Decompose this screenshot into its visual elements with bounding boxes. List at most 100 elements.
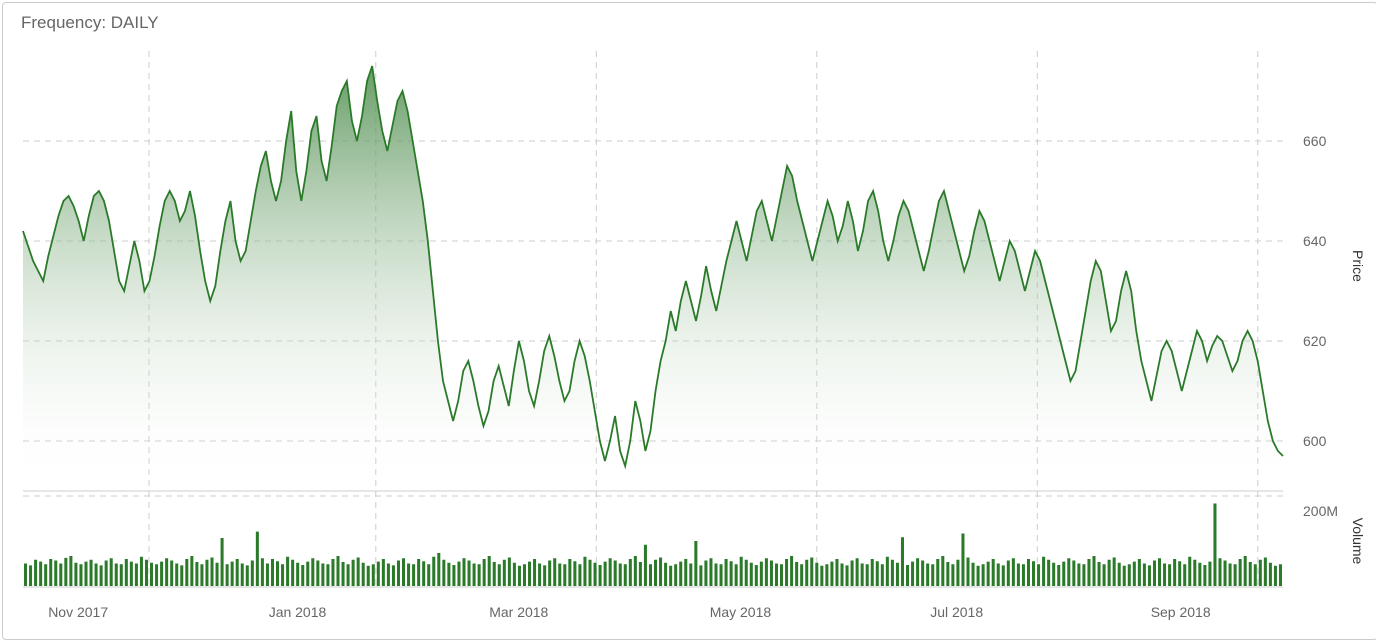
volume-bar bbox=[372, 564, 375, 586]
volume-bar bbox=[906, 565, 909, 586]
volume-bar bbox=[961, 534, 964, 587]
volume-bar bbox=[966, 558, 969, 587]
volume-bar bbox=[674, 564, 677, 586]
volume-bar bbox=[1123, 566, 1126, 586]
volume-bar bbox=[594, 563, 597, 586]
volume-bar bbox=[588, 560, 591, 586]
volume-bar bbox=[236, 559, 239, 586]
volume-bar bbox=[730, 561, 733, 586]
volume-bar bbox=[1218, 558, 1221, 586]
volume-bar bbox=[770, 561, 773, 587]
volume-bar bbox=[790, 556, 793, 586]
volume-bar bbox=[407, 564, 410, 587]
volume-bar bbox=[326, 564, 329, 586]
volume-bar bbox=[1077, 564, 1080, 587]
volume-bar bbox=[160, 562, 163, 586]
volume-bar bbox=[558, 564, 561, 587]
volume-bar bbox=[195, 562, 198, 586]
volume-bar bbox=[775, 564, 778, 587]
volume-bar bbox=[120, 564, 123, 586]
volume-bar bbox=[840, 564, 843, 587]
volume-bar bbox=[95, 564, 98, 587]
volume-bar bbox=[654, 560, 657, 586]
volume-bar bbox=[780, 564, 783, 586]
volume-bar bbox=[644, 545, 647, 586]
volume-bar bbox=[795, 562, 798, 586]
volume-bar bbox=[367, 566, 370, 586]
volume-bar bbox=[725, 559, 728, 586]
volume-bar bbox=[634, 556, 637, 586]
volume-bar bbox=[468, 561, 471, 587]
volume-bar bbox=[1057, 565, 1060, 586]
volume-bar bbox=[1138, 559, 1141, 586]
volume-bar bbox=[1279, 564, 1282, 586]
stock-chart-container: Frequency: DAILY 600620640660Price200MVo… bbox=[2, 2, 1376, 640]
volume-bar bbox=[336, 556, 339, 586]
volume-bar bbox=[251, 561, 254, 587]
volume-bar bbox=[714, 564, 717, 587]
plot-area[interactable]: 600620640660Price200MVolumeNov 2017Jan 2… bbox=[3, 41, 1376, 639]
volume-bar bbox=[1158, 558, 1161, 586]
volume-bar bbox=[624, 564, 627, 586]
volume-bar bbox=[286, 557, 289, 586]
volume-bar bbox=[568, 559, 571, 586]
volume-bar bbox=[599, 565, 602, 586]
volume-bar bbox=[100, 565, 103, 586]
volume-bar bbox=[755, 565, 758, 586]
volume-bar bbox=[972, 563, 975, 586]
volume-bar bbox=[997, 564, 1000, 587]
volume-bar bbox=[1224, 561, 1227, 587]
volume-bar bbox=[830, 562, 833, 586]
volume-bar bbox=[538, 564, 541, 587]
volume-bar bbox=[261, 558, 264, 586]
volume-bar bbox=[941, 556, 944, 586]
volume-bar bbox=[175, 564, 178, 587]
volume-bar bbox=[1203, 565, 1206, 586]
volume-bar bbox=[29, 565, 32, 586]
volume-bar bbox=[619, 564, 622, 587]
volume-bar bbox=[760, 562, 763, 586]
volume-bar bbox=[745, 560, 748, 586]
volume-bar bbox=[185, 559, 188, 586]
volume-bar bbox=[1249, 562, 1252, 586]
volume-bar bbox=[1002, 565, 1005, 586]
volume-bar bbox=[231, 562, 234, 586]
volume-bar bbox=[462, 558, 465, 586]
volume-bar bbox=[1072, 561, 1075, 587]
volume-bar bbox=[377, 562, 380, 586]
volume-bar bbox=[543, 565, 546, 586]
volume-bar bbox=[699, 565, 702, 586]
volume-bar bbox=[866, 564, 869, 586]
volume-bar bbox=[1163, 564, 1166, 587]
volume-bar bbox=[39, 562, 42, 586]
volume-bar bbox=[49, 559, 52, 586]
volume-bar bbox=[190, 556, 193, 586]
chart-svg[interactable]: 600620640660Price200MVolumeNov 2017Jan 2… bbox=[3, 41, 1376, 641]
volume-bar bbox=[306, 562, 309, 586]
volume-bar bbox=[246, 565, 249, 586]
volume-bar bbox=[291, 560, 294, 586]
volume-bar bbox=[528, 562, 531, 586]
volume-bar bbox=[155, 564, 158, 586]
volume-bar bbox=[720, 564, 723, 586]
volume-bar bbox=[664, 563, 667, 586]
volume-bar bbox=[110, 558, 113, 586]
volume-bar bbox=[1062, 562, 1065, 586]
volume-bar bbox=[1229, 564, 1232, 587]
volume-bar bbox=[1087, 559, 1090, 586]
volume-bar bbox=[1269, 563, 1272, 586]
x-axis-label: Nov 2017 bbox=[48, 604, 108, 620]
volume-bar bbox=[548, 561, 551, 587]
volume-bar bbox=[1188, 557, 1191, 586]
x-axis-label: May 2018 bbox=[710, 604, 772, 620]
volume-bar bbox=[342, 562, 345, 586]
volume-bar bbox=[1092, 556, 1095, 586]
volume-bar bbox=[508, 558, 511, 587]
volume-bar bbox=[891, 560, 894, 586]
volume-bar bbox=[992, 559, 995, 586]
volume-bar bbox=[241, 564, 244, 587]
volume-bar bbox=[1098, 562, 1101, 586]
volume-bar bbox=[321, 564, 324, 587]
volume-bar bbox=[200, 564, 203, 586]
volume-bar bbox=[735, 564, 738, 586]
